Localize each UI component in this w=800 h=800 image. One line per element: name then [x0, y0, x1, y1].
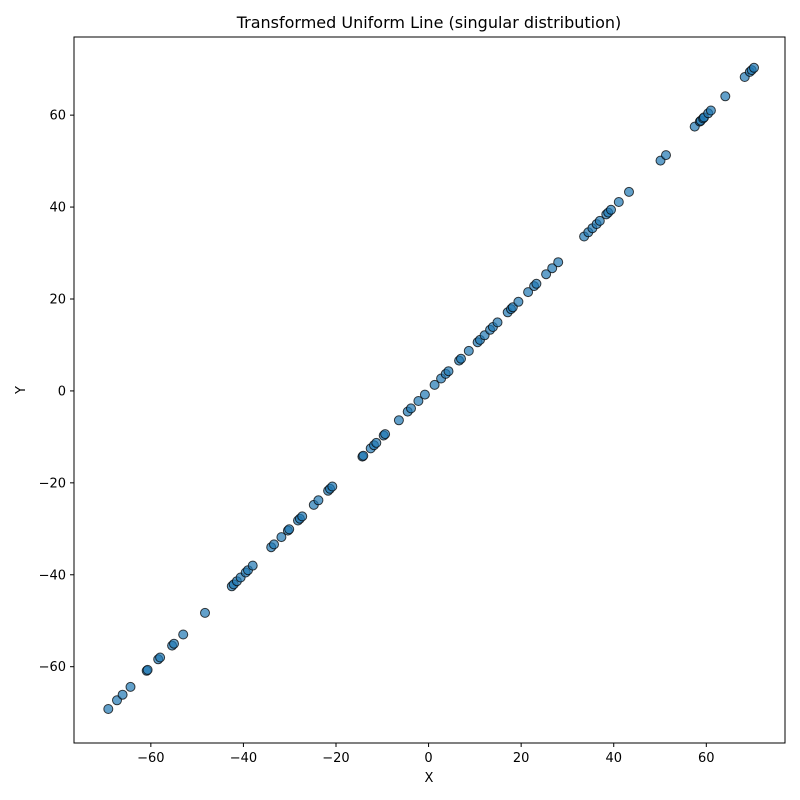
- y-tick-label: 20: [49, 292, 66, 307]
- y-tick-label: 60: [49, 109, 66, 124]
- data-point: [142, 664, 153, 675]
- data-point: [749, 62, 759, 73]
- data-point: [406, 403, 416, 414]
- y-tick-label: −60: [39, 660, 66, 675]
- data-point: [284, 524, 295, 535]
- y-tick-label: 0: [58, 384, 66, 399]
- data-point: [613, 197, 624, 207]
- x-axis-label: X: [425, 771, 434, 786]
- data-point: [606, 204, 616, 215]
- x-tick-label: 60: [698, 751, 715, 766]
- x-tick-label: 20: [513, 751, 530, 766]
- data-point: [371, 437, 382, 448]
- data-point: [276, 532, 287, 543]
- data-point: [297, 511, 308, 522]
- data-point: [547, 263, 558, 274]
- data-point: [492, 317, 503, 328]
- data-point: [393, 415, 404, 426]
- data-point: [200, 607, 210, 618]
- y-axis-label: Y: [14, 386, 29, 395]
- data-point: [463, 345, 474, 356]
- data-point: [661, 150, 671, 161]
- data-point: [269, 539, 279, 550]
- data-point: [624, 186, 634, 197]
- x-tick-label: 0: [424, 751, 432, 766]
- plot-frame: [73, 36, 786, 744]
- data-point: [380, 429, 391, 440]
- data-point: [117, 689, 128, 700]
- data-point: [541, 269, 552, 280]
- x-axis-ticks: −60 −40 −20 0 20 40 60: [137, 743, 715, 766]
- data-point: [594, 215, 605, 226]
- x-tick-label: −20: [322, 751, 349, 766]
- data-point: [531, 278, 542, 289]
- data-point: [513, 296, 524, 307]
- data-point: [178, 629, 189, 640]
- data-point: [358, 450, 369, 461]
- data-point: [155, 652, 166, 663]
- x-tick-label: −40: [230, 751, 257, 766]
- x-tick-label: 40: [605, 751, 622, 766]
- data-point: [456, 353, 466, 364]
- data-point: [327, 481, 338, 492]
- data-point: [313, 495, 324, 506]
- y-tick-label: −40: [39, 568, 66, 583]
- data-point: [103, 704, 114, 714]
- chart-title: Transformed Uniform Line (singular distr…: [236, 13, 622, 32]
- data-point: [720, 91, 731, 102]
- data-point: [419, 389, 430, 400]
- data-point: [125, 681, 136, 692]
- data-point: [553, 257, 564, 268]
- data-point: [429, 379, 440, 390]
- data-point: [413, 396, 424, 406]
- y-tick-label: 40: [49, 201, 66, 216]
- x-tick-label: −60: [137, 751, 164, 766]
- data-point: [247, 560, 258, 571]
- data-point: [705, 105, 716, 116]
- data-point: [169, 638, 179, 649]
- data-point: [523, 287, 534, 298]
- y-tick-label: −20: [39, 476, 66, 491]
- y-axis-ticks: −60 −40 −20 0 20 40 60: [39, 109, 74, 675]
- data-points: [103, 62, 759, 714]
- data-point: [443, 366, 454, 377]
